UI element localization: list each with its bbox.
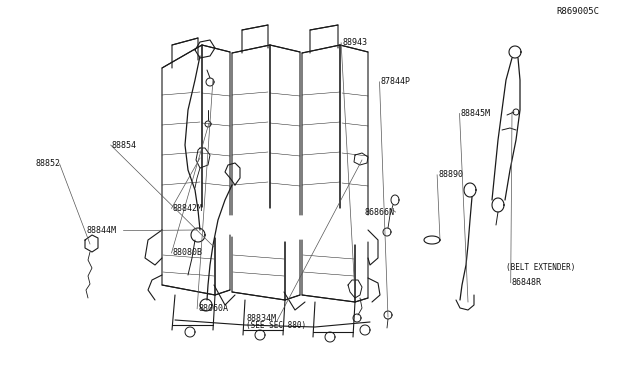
Text: 88852: 88852 (35, 159, 60, 168)
Text: 88845M: 88845M (461, 109, 491, 118)
Text: 88890: 88890 (438, 170, 463, 179)
Text: 88842M: 88842M (173, 204, 203, 213)
Text: 88854: 88854 (112, 141, 137, 150)
Text: 88834M: 88834M (246, 314, 276, 323)
Text: (BELT EXTENDER): (BELT EXTENDER) (506, 263, 575, 272)
Text: R869005C: R869005C (557, 7, 600, 16)
Text: 88943: 88943 (342, 38, 367, 47)
Text: 86848R: 86848R (512, 278, 542, 287)
Text: 88080B: 88080B (173, 248, 203, 257)
Text: 88060A: 88060A (198, 304, 228, 313)
Text: 88844M: 88844M (86, 226, 116, 235)
Text: 86866N: 86866N (365, 208, 395, 217)
Text: 87844P: 87844P (381, 77, 411, 86)
Text: (SEE SEC 880): (SEE SEC 880) (246, 321, 307, 330)
